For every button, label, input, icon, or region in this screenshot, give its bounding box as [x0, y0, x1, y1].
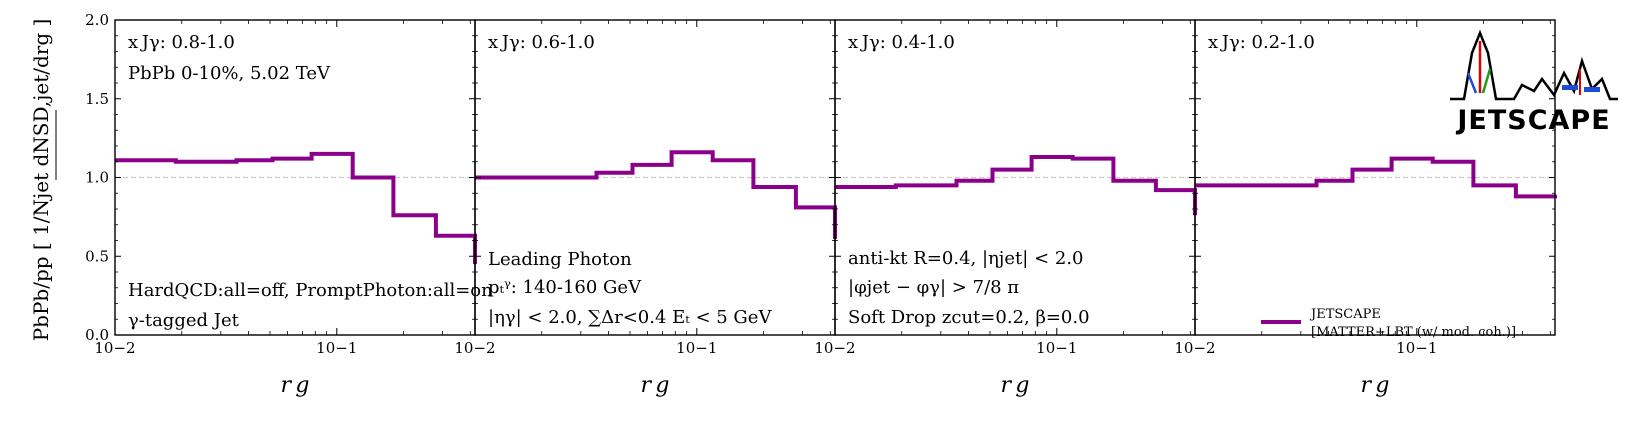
series-step-line	[475, 150, 837, 239]
panel-annotation: Leading Photon	[488, 249, 632, 270]
series-step-line	[1195, 156, 1557, 199]
y-axis-label: PbPb/pp [ 1/Njet dNSD,jet/drg ]	[29, 19, 53, 342]
panel-label: x Jγ: 0.4-1.0	[848, 32, 955, 53]
panel-1: 0.0 0.5 1.0 1.5 2.0 10−2 10−1 r g x Jγ: 0.8-1.0 P…	[85, 11, 493, 398]
x-axis-title: r g	[281, 373, 310, 398]
panel-annotation: anti-kt R=0.4, |ηjet| < 2.0	[848, 248, 1084, 269]
panel-2: 10−2 10−1 r g x Jγ: 0.6-1.0 Leading Photon pₜ…	[454, 19, 837, 398]
panel-label: x Jγ: 0.6-1.0	[488, 32, 595, 53]
logo-green-jet	[1481, 68, 1492, 94]
panel-annotation: pₜᵞ: 140-160 GeV	[488, 277, 642, 298]
panel-annotation: |ηγ| < 2.0, ∑Δr<0.4 Eₜ < 5 GeV	[488, 307, 772, 328]
y-tick-label: 0.0	[85, 326, 109, 344]
x-tick-label: 10−2	[454, 339, 495, 357]
series-step-line	[115, 151, 477, 265]
panel-annotation: HardQCD:all=off, PromptPhoton:all=on	[128, 280, 493, 301]
x-tick-label: 10−2	[1174, 339, 1215, 357]
x-tick-label: 10−1	[1396, 339, 1437, 357]
logo-blue-mark-2	[1584, 87, 1600, 92]
x-axis-title: r g	[1361, 373, 1390, 398]
logo-wordmark: JETSCAPE	[1455, 105, 1610, 136]
panel-annotation: Soft Drop zcut=0.2, β=0.0	[848, 307, 1090, 328]
y-tick-label: 1.0	[85, 169, 109, 187]
x-tick-label: 10−1	[676, 339, 717, 357]
x-axis-title: r g	[641, 373, 670, 398]
jetscape-logo: JETSCAPE	[1450, 29, 1618, 136]
x-tick-label: 10−1	[316, 339, 357, 357]
y-tick-label: 1.5	[85, 90, 109, 108]
y-tick-label: 0.5	[85, 247, 109, 265]
panel-annotation: PbPb 0-10%, 5.02 TeV	[128, 63, 331, 84]
panel-annotation: γ-tagged Jet	[128, 310, 240, 331]
panel-label: x Jγ: 0.2-1.0	[1208, 32, 1315, 53]
logo-blue-mark	[1562, 85, 1578, 90]
x-tick-label: 10−2	[814, 339, 855, 357]
legend: JETSCAPE [MATTER+LBT (w/ mod. coh.)]	[1261, 307, 1516, 340]
panel-label: x Jγ: 0.8-1.0	[128, 32, 235, 53]
x-tick-label: 10−2	[94, 339, 135, 357]
panel-annotation: |φjet − φγ| > 7/8 π	[848, 277, 1019, 298]
logo-blue-jet	[1466, 72, 1478, 94]
x-tick-label: 10−1	[1036, 339, 1077, 357]
y-axis-title-text: PbPb/pp [ 1/Njet dNSD,jet/drg ]	[29, 19, 53, 342]
y-tick-label: 2.0	[85, 11, 109, 29]
x-axis-title: r g	[1001, 373, 1030, 398]
series-step-line	[835, 155, 1197, 216]
legend-label-line1: JETSCAPE	[1309, 307, 1381, 322]
panel-4: 10−2 10−1 r g x Jγ: 0.2-1.0	[1174, 19, 1557, 398]
legend-label-line2: [MATTER+LBT (w/ mod. coh.)]	[1311, 325, 1516, 340]
panel-3: 10−2 10−1 r g x Jγ: 0.4-1.0 anti-kt R=0.4, |…	[814, 19, 1197, 398]
